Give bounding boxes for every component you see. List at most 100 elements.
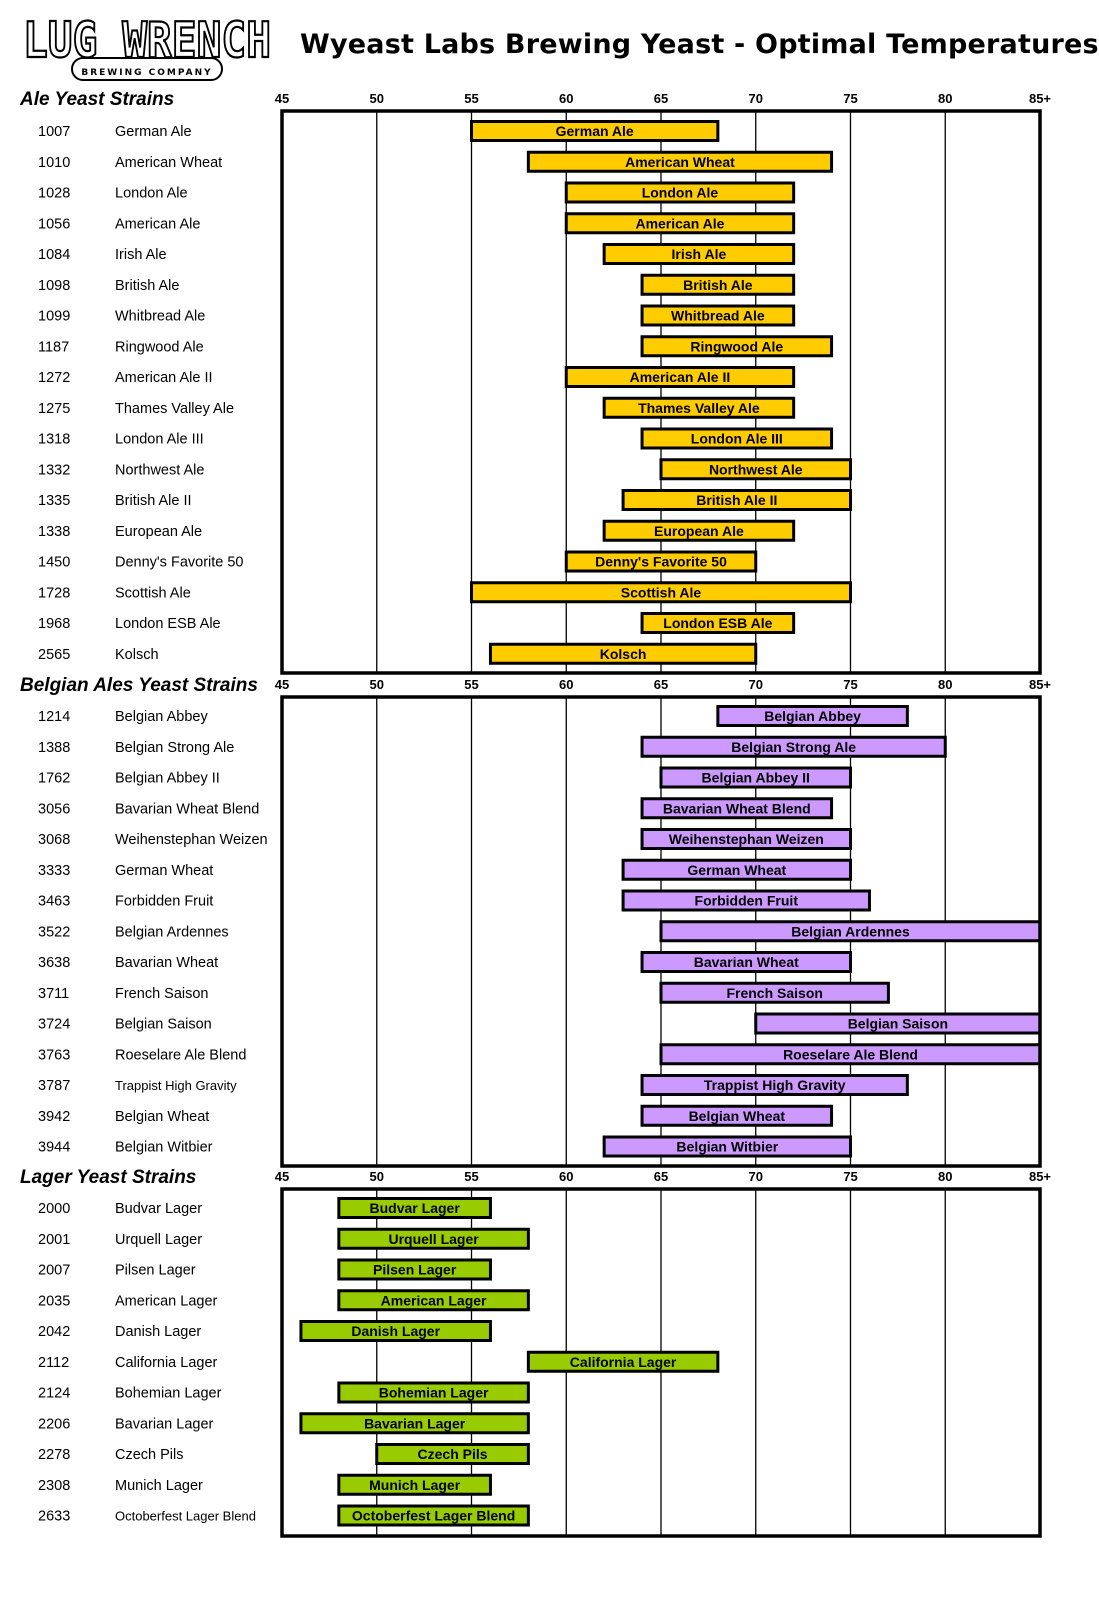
bar-label: Belgian Abbey II — [702, 770, 810, 786]
strain-id: 1338 — [38, 524, 70, 540]
strain-id: 1099 — [38, 309, 70, 325]
strain-name: British Ale II — [115, 493, 192, 509]
bar-label: British Ale II — [696, 492, 777, 508]
bar-label: Whitbread Ale — [671, 308, 765, 324]
strain-id: 1762 — [38, 771, 70, 787]
bar-label: Kolsch — [600, 646, 647, 662]
temperature-range-bar — [640, 335, 834, 358]
strain-id: 3068 — [38, 832, 70, 848]
strain-id: 3711 — [38, 986, 69, 1002]
strain-name: Scottish Ale — [115, 585, 191, 601]
strain-id: 3056 — [38, 801, 70, 817]
x-tick-label: 65 — [654, 91, 668, 106]
strain-id: 2633 — [38, 1509, 70, 1525]
temperature-range-bar — [716, 705, 909, 727]
strain-name: Kolsch — [115, 647, 159, 663]
temperature-range-bar — [640, 735, 947, 758]
strain-id: 1332 — [38, 462, 70, 478]
strain-id: 1318 — [38, 432, 70, 448]
bar-label: Octoberfest Lager Blend — [352, 1508, 515, 1524]
temperature-range-bar — [337, 1381, 530, 1404]
logo-wordmark: LUG WRENCH — [23, 14, 271, 69]
x-tick-label: 65 — [654, 1169, 668, 1184]
bar-label: Irish Ale — [672, 246, 727, 262]
strain-id: 2001 — [38, 1232, 70, 1248]
temperature-range-bar — [337, 1504, 530, 1527]
bar-label: American Wheat — [625, 154, 735, 170]
x-tick-label: 55 — [464, 91, 478, 106]
strain-id: 2112 — [38, 1355, 69, 1371]
temperature-range-bar — [488, 642, 758, 665]
group-heading: Ale Yeast Strains — [19, 89, 174, 110]
bar-label: Danish Lager — [351, 1323, 440, 1339]
strain-id: 2565 — [38, 647, 70, 663]
strain-id: 3522 — [38, 924, 70, 940]
bar-label: American Lager — [381, 1292, 487, 1308]
strain-name: Belgian Saison — [115, 1017, 212, 1033]
bar-label: Northwest Ale — [709, 461, 803, 477]
lug-wrench-logo: LUG WRENCH BREWING COMPANY — [22, 14, 272, 81]
x-tick-label: 80 — [938, 677, 952, 692]
bar-label: Forbidden Fruit — [695, 893, 799, 909]
temperature-range-bar — [337, 1258, 492, 1281]
bar-label: London ESB Ale — [663, 615, 772, 631]
strain-name: Trappist High Gravity — [115, 1078, 237, 1093]
strain-name: Czech Pils — [115, 1447, 184, 1463]
strain-id: 1272 — [38, 370, 70, 386]
strain-name: Belgian Abbey II — [115, 771, 220, 787]
x-tick-label: 60 — [559, 1169, 573, 1184]
strain-name: Forbidden Fruit — [115, 894, 213, 910]
x-tick-label: 85+ — [1029, 1169, 1051, 1184]
temperature-range-bar — [621, 889, 871, 912]
chart-panel-border — [280, 109, 1042, 675]
temperature-range-bar — [640, 1104, 834, 1127]
temperature-range-bar — [564, 212, 796, 235]
x-tick-label: 70 — [749, 677, 763, 692]
strain-name: Belgian Wheat — [115, 1109, 209, 1125]
x-tick-label: 75 — [843, 91, 857, 106]
strain-id: 1275 — [38, 401, 70, 417]
bar-label: Weihenstephan Weizen — [669, 831, 824, 847]
strain-id: 2042 — [38, 1324, 70, 1340]
temperature-range-bar — [337, 1473, 492, 1496]
strain-id: 3763 — [38, 1047, 70, 1063]
strain-id: 1728 — [38, 585, 70, 601]
x-tick-label: 45 — [275, 1169, 289, 1184]
x-tick-label: 80 — [938, 91, 952, 106]
temperature-range-bar — [602, 396, 796, 419]
temperature-range-bar — [621, 489, 852, 511]
bar-label: Munich Lager — [369, 1477, 461, 1493]
strain-name: Belgian Witbier — [115, 1140, 213, 1156]
strain-id: 1056 — [38, 216, 70, 232]
temperature-range-bar — [526, 1350, 720, 1373]
temperature-range-bar — [470, 581, 852, 604]
strain-id: 2308 — [38, 1478, 70, 1494]
strain-id: 1187 — [38, 339, 69, 355]
x-tick-label: 45 — [275, 91, 289, 106]
temperature-range-bar — [602, 243, 796, 265]
temperature-range-bar — [640, 797, 834, 820]
x-tick-label: 70 — [749, 1169, 763, 1184]
strain-id: 2007 — [38, 1263, 70, 1279]
temperature-range-bar — [640, 304, 796, 327]
chart-panel-border — [280, 1187, 1042, 1538]
strain-name: California Lager — [115, 1355, 218, 1371]
temperature-range-bar — [640, 273, 796, 296]
strain-name: London ESB Ale — [115, 616, 221, 632]
bar-label: Bavarian Wheat Blend — [663, 800, 811, 816]
temperature-range-bar — [659, 981, 890, 1004]
strain-id: 2000 — [38, 1201, 70, 1217]
x-tick-label: 55 — [464, 1169, 478, 1184]
temperature-range-bar — [564, 550, 758, 573]
strain-name: Budvar Lager — [115, 1201, 202, 1217]
strain-name: Belgian Ardennes — [115, 924, 229, 940]
strain-name: Bohemian Lager — [115, 1386, 222, 1402]
strain-id: 1450 — [38, 555, 70, 571]
strain-id: 1084 — [38, 247, 70, 263]
temperature-range-bar — [375, 1443, 530, 1465]
strain-id: 2124 — [38, 1386, 70, 1402]
strain-name: American Ale — [115, 216, 200, 232]
strain-id: 1214 — [38, 709, 70, 725]
strain-id: 3724 — [38, 1017, 70, 1033]
